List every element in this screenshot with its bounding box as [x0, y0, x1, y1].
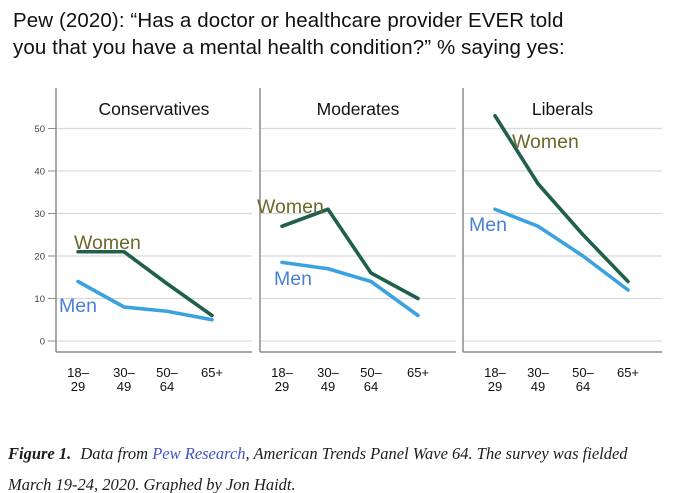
x-tick-label: 64 [160, 379, 174, 393]
x-tick-label: 49 [531, 379, 545, 393]
page-title-line-2: you that you have a mental health condit… [13, 36, 565, 59]
y-tick-label: 50 [34, 124, 45, 135]
page-title: Pew (2020): “Has a doctor or healthcare … [13, 7, 665, 61]
x-tick-label: 18– [271, 365, 293, 380]
x-tick-label: 64 [364, 379, 378, 393]
figure-caption-text-after: , American Trends Panel Wave 64. The sur… [8, 444, 628, 493]
x-tick-label: 18– [67, 365, 89, 380]
mental-health-line-chart: 01020304050Conservatives18–2930–4950–646… [34, 88, 662, 393]
x-tick-label: 30– [113, 365, 135, 380]
men-series-label: Men [59, 295, 97, 317]
panel-title-conservatives: Conservatives [99, 99, 210, 119]
men-line-moderates [280, 260, 420, 318]
figure-caption-text-before: Data from [76, 444, 153, 463]
x-tick-label: 64 [576, 379, 590, 393]
women-line-moderates [280, 207, 420, 301]
panel-title-moderates: Moderates [317, 99, 400, 119]
figure-caption-label: Figure 1. [8, 444, 72, 463]
x-tick-label: 65+ [407, 365, 429, 380]
panel-title-liberals: Liberals [532, 99, 594, 119]
x-tick-label: 30– [527, 365, 549, 380]
women-series-label: Women [257, 196, 324, 218]
x-tick-label: 50– [360, 365, 382, 380]
women-series-label: Women [512, 131, 579, 153]
x-tick-label: 65+ [617, 365, 639, 380]
men-line-conservatives [76, 279, 214, 322]
men-series-label: Men [469, 214, 507, 236]
pew-research-link[interactable]: Pew Research [152, 444, 246, 463]
y-tick-label: 30 [34, 209, 45, 220]
x-tick-label: 50– [156, 365, 178, 380]
y-tick-label: 0 [40, 337, 45, 348]
y-tick-label: 10 [34, 294, 45, 305]
page-title-line-1: Pew (2020): “Has a doctor or healthcare … [13, 9, 564, 32]
y-tick-label: 40 [34, 167, 45, 178]
figure-caption: Figure 1. Data from Pew Research, Americ… [8, 438, 674, 493]
x-tick-label: 29 [275, 379, 289, 393]
x-tick-label: 18– [484, 365, 506, 380]
x-tick-label: 29 [71, 379, 85, 393]
women-series-label: Women [74, 232, 141, 254]
women-line-liberals [493, 113, 630, 284]
men-series-label: Men [274, 268, 312, 290]
x-tick-label: 50– [572, 365, 594, 380]
x-tick-label: 49 [117, 379, 131, 393]
x-tick-label: 49 [321, 379, 335, 393]
women-line-conservatives [76, 249, 214, 318]
x-tick-label: 29 [488, 379, 502, 393]
x-tick-label: 30– [317, 365, 339, 380]
y-tick-label: 20 [34, 252, 45, 263]
x-tick-label: 65+ [201, 365, 223, 380]
men-line-liberals [493, 207, 630, 292]
